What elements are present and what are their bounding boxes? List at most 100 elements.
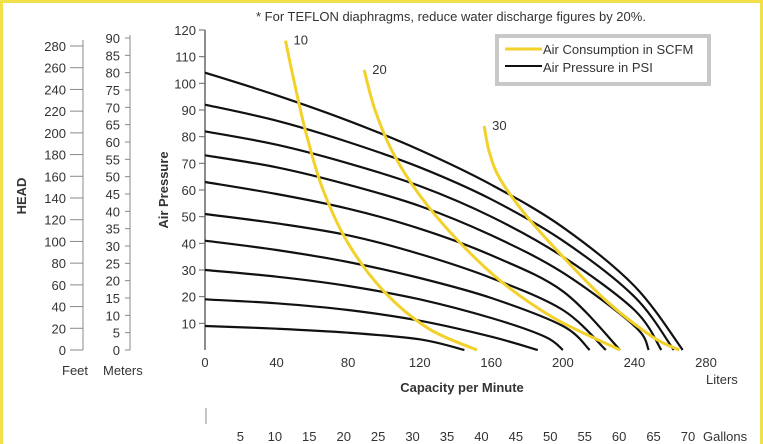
gallons-tick-label: 15 (302, 429, 316, 444)
y-tick-label: 90 (182, 103, 196, 118)
x-ticks: 0 40 80 120 160 200 240 280 (201, 355, 716, 370)
feet-tick-label: 100 (44, 234, 66, 249)
pressure-line-3 (204, 268, 564, 351)
x-tick-label: 200 (552, 355, 574, 370)
pressure-line-7 (204, 154, 650, 351)
pressure-line-10 (204, 71, 684, 351)
meters-tick-label: 30 (106, 239, 120, 254)
meters-tick-label: 40 (106, 204, 120, 219)
feet-unit-label: Feet (62, 363, 88, 378)
y-tick-label: 100 (174, 76, 196, 91)
consumption-line-10 (284, 40, 478, 352)
legend-pressure-label: Air Pressure in PSI (543, 60, 653, 75)
feet-tick-label: 200 (44, 126, 66, 141)
meters-tick-label: 50 (106, 170, 120, 185)
feet-tick-label: 0 (59, 343, 66, 358)
meters-tick-label: 70 (106, 100, 120, 115)
gallons-tick-label: 20 (336, 429, 350, 444)
y-tick-label: 70 (182, 156, 196, 171)
meters-tick-label: 90 (106, 31, 120, 46)
consumption-line-20 (362, 69, 621, 352)
pressure-line-8 (204, 130, 663, 351)
feet-tick-label: 80 (52, 256, 66, 271)
meters-tick-label: 5 (113, 326, 120, 341)
meters-unit-label: Meters (103, 363, 143, 378)
meters-tick-label: 35 (106, 222, 120, 237)
feet-tick-label: 280 (44, 39, 66, 54)
consumption-lines: 10 20 30 (284, 33, 680, 352)
feet-tick-label: 240 (44, 82, 66, 97)
pressure-lines (204, 71, 684, 352)
feet-tick-label: 20 (52, 321, 66, 336)
feet-tick-label: 180 (44, 148, 66, 163)
gallons-tick-label: 5 (237, 429, 244, 444)
feet-tick-label: 220 (44, 104, 66, 119)
pressure-line-1 (204, 324, 465, 352)
y-tick-label: 30 (182, 263, 196, 278)
gallons-tick-label: 50 (543, 429, 557, 444)
meters-tick-label: 55 (106, 152, 120, 167)
y-tick-label: 20 (182, 290, 196, 305)
legend-box (495, 34, 711, 86)
meters-tick-label: 20 (106, 274, 120, 289)
consumption-label-10: 10 (294, 33, 308, 48)
y-tick-label: 50 (182, 210, 196, 225)
meters-tick-label: 65 (106, 118, 120, 133)
x-tick-label: 120 (409, 355, 431, 370)
feet-tick-label: 120 (44, 213, 66, 228)
x-tick-label: 240 (624, 355, 646, 370)
pressure-line-5 (204, 212, 607, 351)
x-tick-label: 40 (269, 355, 283, 370)
y-ticks: 10 20 30 40 50 60 70 80 90 100 110 120 (174, 23, 205, 331)
feet-tick-label: 260 (44, 61, 66, 76)
legend-consumption-label: Air Consumption in SCFM (543, 42, 693, 57)
liters-unit-label: Liters (706, 372, 738, 387)
meters-tick-label: 0 (113, 343, 120, 358)
gallons-ticks: 5 10 15 20 25 30 35 40 45 50 55 60 65 70 (237, 429, 695, 444)
y-tick-label: 110 (175, 50, 196, 65)
x-tick-label: 80 (341, 355, 355, 370)
feet-tick-label: 40 (52, 300, 66, 315)
pressure-line-9 (204, 103, 675, 351)
gallons-unit-label: Gallons (703, 429, 748, 444)
y-tick-label: 80 (182, 130, 196, 145)
x-tick-label: 0 (201, 355, 208, 370)
pressure-line-6 (204, 180, 621, 351)
gallons-tick-label: 40 (474, 429, 488, 444)
y-tick-label: 40 (182, 236, 196, 251)
gallons-tick-label: 65 (646, 429, 660, 444)
chart-title: * For TEFLON diaphragms, reduce water di… (256, 9, 646, 24)
head-label: HEAD (14, 178, 29, 215)
meters-tick-label: 85 (106, 48, 120, 63)
y-axis-label: Air Pressure (156, 151, 171, 228)
x-tick-label: 160 (480, 355, 502, 370)
feet-tick-label: 140 (44, 191, 66, 206)
consumption-line-30 (482, 125, 680, 352)
gallons-tick-label: 55 (577, 429, 591, 444)
y-tick-label: 10 (182, 316, 196, 331)
meters-ticks: 0 5 10 15 20 25 30 35 40 45 50 55 60 65 70 75 80 85 90 (106, 31, 130, 358)
pressure-line-2 (204, 298, 539, 352)
meters-tick-label: 15 (106, 291, 120, 306)
meters-tick-label: 60 (106, 135, 120, 150)
consumption-label-30: 30 (492, 118, 506, 133)
meters-tick-label: 80 (106, 66, 120, 81)
legend: Air Consumption in SCFM Air Pressure in … (495, 34, 711, 86)
x-axis-label: Capacity per Minute (400, 380, 524, 395)
meters-tick-label: 10 (106, 308, 120, 323)
gallons-tick-label: 10 (268, 429, 282, 444)
y-tick-label: 60 (182, 183, 196, 198)
gallons-tick-label: 60 (612, 429, 626, 444)
gallons-tick-label: 30 (405, 429, 419, 444)
x-tick-label: 280 (695, 355, 717, 370)
y-tick-label: 120 (174, 23, 196, 38)
consumption-label-20: 20 (372, 62, 386, 77)
meters-tick-label: 25 (106, 256, 120, 271)
gallons-tick-label: 35 (440, 429, 454, 444)
feet-tick-label: 60 (52, 278, 66, 293)
feet-tick-label: 160 (44, 169, 66, 184)
gallons-tick-label: 45 (509, 429, 523, 444)
meters-tick-label: 75 (106, 83, 120, 98)
meters-tick-label: 45 (106, 187, 120, 202)
